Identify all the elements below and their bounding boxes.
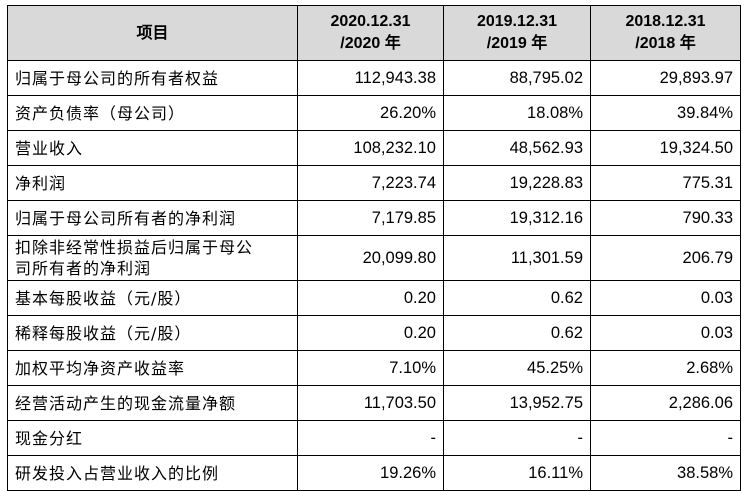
table-row: 资产负债率（母公司） 26.20% 18.08% 39.84% xyxy=(7,95,741,131)
value-cell: 0.62 xyxy=(443,315,591,351)
value-cell: 48,562.93 xyxy=(443,130,591,166)
cell-line: /2018 年 xyxy=(635,35,696,52)
cell-line: /2019 年 xyxy=(486,35,548,52)
value-cell: 0.20 xyxy=(297,280,444,316)
row-label: 营业收入 xyxy=(7,130,298,166)
value-cell: 108,232.10 xyxy=(297,130,444,166)
value-cell: 7.10% xyxy=(297,350,444,386)
value-cell: 7,179.85 xyxy=(297,200,444,236)
table-row: 扣除非经常性损益后归属于母公 司所有者的净利润 20,099.80 11,301.59… xyxy=(7,235,741,281)
header-cell: 2019.12.31/2019 年 xyxy=(443,5,591,61)
value-cell: 18.08% xyxy=(443,95,591,131)
row-label: 净利润 xyxy=(7,165,298,201)
row-label: 加权平均净资产收益率 xyxy=(7,350,298,386)
cell-line: 司所有者的净利润 xyxy=(15,259,152,278)
table-row: 基本每股收益（元/股） 0.20 0.62 0.03 xyxy=(7,280,741,316)
row-label: 研发投入占营业收入的比例 xyxy=(7,455,298,491)
table-row: 稀释每股收益（元/股） 0.20 0.62 0.03 xyxy=(7,315,741,351)
value-cell: 7,223.74 xyxy=(297,165,444,201)
value-cell: - xyxy=(590,420,741,456)
row-label: 资产负债率（母公司） xyxy=(7,95,298,131)
table-row: 研发投入占营业收入的比例 19.26% 16.11% 38.58% xyxy=(7,455,741,491)
table-row: 加权平均净资产收益率 7.10% 45.25% 2.68% xyxy=(7,350,741,386)
value-cell: 19,228.83 xyxy=(443,165,591,201)
value-cell: 112,943.38 xyxy=(297,60,444,96)
table-row: 归属于母公司所有者的净利润 7,179.85 19,312.16 790.33 xyxy=(7,200,741,236)
value-cell: 2,286.06 xyxy=(590,385,741,421)
value-cell: 0.03 xyxy=(590,280,741,316)
value-cell: 19,324.50 xyxy=(590,130,741,166)
value-cell: 775.31 xyxy=(590,165,741,201)
value-cell: 0.03 xyxy=(590,315,741,351)
row-label: 扣除非经常性损益后归属于母公 司所有者的净利润 xyxy=(7,235,298,281)
row-label: 现金分红 xyxy=(7,420,298,456)
value-cell: 39.84% xyxy=(590,95,741,131)
value-cell: - xyxy=(443,420,591,456)
header-cell: 2018.12.31/2018 年 xyxy=(590,5,741,61)
value-cell: 11,301.59 xyxy=(443,235,591,281)
header-cell: 2020.12.31/2020 年 xyxy=(297,5,444,61)
value-cell: 88,795.02 xyxy=(443,60,591,96)
table-row: 现金分红 - - - xyxy=(7,420,741,456)
row-label: 基本每股收益（元/股） xyxy=(7,280,298,316)
cell-line: /2020 年 xyxy=(340,35,401,52)
value-cell: 0.62 xyxy=(443,280,591,316)
value-cell: - xyxy=(297,420,444,456)
cell-line: 2018.12.31 xyxy=(625,13,706,30)
value-cell: 19,312.16 xyxy=(443,200,591,236)
cell-line: 扣除非经常性损益后归属于母公 xyxy=(15,238,254,257)
value-cell: 29,893.97 xyxy=(590,60,741,96)
cell-line: 2019.12.31 xyxy=(476,13,558,30)
row-label: 经营活动产生的现金流量净额 xyxy=(7,385,298,421)
value-cell: 790.33 xyxy=(590,200,741,236)
value-cell: 16.11% xyxy=(443,455,591,491)
table-row: 归属于母公司的所有者权益 112,943.38 88,795.02 29,893.97 xyxy=(7,60,741,96)
financial-table: 项目 2020.12.31/2020 年 2019.12.31/2019 年 2018… xyxy=(7,5,741,491)
value-cell: 45.25% xyxy=(443,350,591,386)
value-cell: 20,099.80 xyxy=(297,235,444,281)
value-cell: 2.68% xyxy=(590,350,741,386)
value-cell: 0.20 xyxy=(297,315,444,351)
table-row: 营业收入 108,232.10 48,562.93 19,324.50 xyxy=(7,130,741,166)
value-cell: 38.58% xyxy=(590,455,741,491)
table-row: 净利润 7,223.74 19,228.83 775.31 xyxy=(7,165,741,201)
row-label: 归属于母公司所有者的净利润 xyxy=(7,200,298,236)
header-cell: 项目 xyxy=(7,5,298,61)
header-row: 项目 2020.12.31/2020 年 2019.12.31/2019 年 2018… xyxy=(7,5,741,61)
cell-line: 2020.12.31 xyxy=(330,13,411,30)
row-label: 稀释每股收益（元/股） xyxy=(7,315,298,351)
table-body: 归属于母公司的所有者权益 112,943.38 88,795.02 29,893.97… xyxy=(7,60,741,491)
table-row: 经营活动产生的现金流量净额 11,703.50 13,952.75 2,286.06 xyxy=(7,385,741,421)
value-cell: 11,703.50 xyxy=(297,385,444,421)
value-cell: 19.26% xyxy=(297,455,444,491)
value-cell: 13,952.75 xyxy=(443,385,591,421)
value-cell: 206.79 xyxy=(590,235,741,281)
value-cell: 26.20% xyxy=(297,95,444,131)
row-label: 归属于母公司的所有者权益 xyxy=(7,60,298,96)
